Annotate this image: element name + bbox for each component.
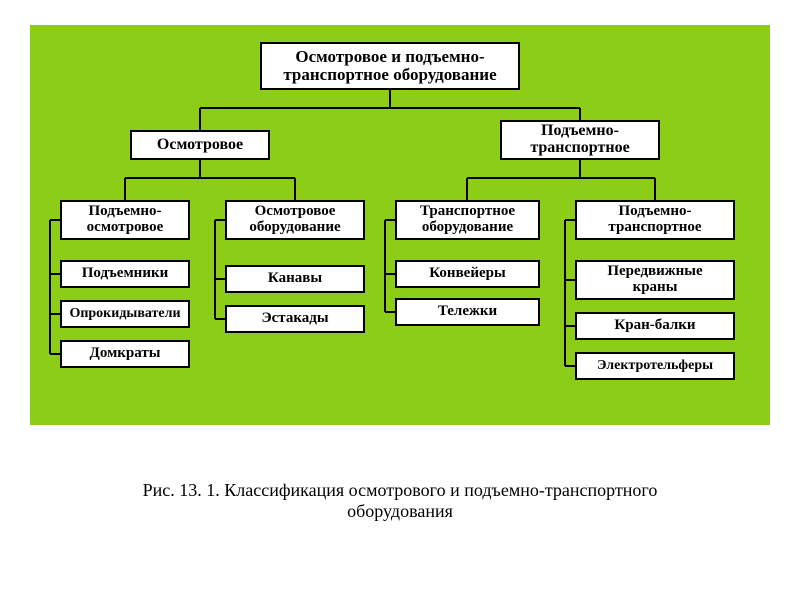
diagram-canvas: Осмотровое и подъемно- транспортное обор… xyxy=(0,0,800,600)
node-label: Электротельферы xyxy=(597,359,713,374)
node-pt2: Подъемно- транспортное xyxy=(575,200,735,240)
node-domkr: Домкраты xyxy=(60,340,190,368)
node-label: Канавы xyxy=(268,271,322,287)
node-label: Осмотровое оборудование xyxy=(249,204,340,236)
node-pod_osm: Подъемно- осмотровое xyxy=(60,200,190,240)
node-label: Эстакады xyxy=(261,311,328,327)
node-kran_b: Кран-балки xyxy=(575,312,735,340)
node-label: Подъемники xyxy=(82,266,169,282)
node-pered_kr: Передвижные краны xyxy=(575,260,735,300)
node-oprok: Опрокидыватели xyxy=(60,300,190,328)
figure-caption: Рис. 13. 1. Классификация осмотрового и … xyxy=(90,480,710,522)
node-osm_ob: Осмотровое оборудование xyxy=(225,200,365,240)
node-label: Осмотровое xyxy=(157,137,243,154)
node-label: Подъемно- транспортное xyxy=(608,204,701,236)
node-root: Осмотровое и подъемно- транспортное обор… xyxy=(260,42,520,90)
node-label: Осмотровое и подъемно- транспортное обор… xyxy=(283,48,496,84)
node-label: Транспортное оборудование xyxy=(420,204,515,236)
node-konv: Конвейеры xyxy=(395,260,540,288)
node-label: Тележки xyxy=(438,304,497,320)
node-estak: Эстакады xyxy=(225,305,365,333)
node-telezh: Тележки xyxy=(395,298,540,326)
node-label: Опрокидыватели xyxy=(69,307,180,322)
node-label: Подъемно- осмотровое xyxy=(87,204,164,236)
node-label: Подъемно- транспортное xyxy=(530,123,629,157)
node-trans_ob: Транспортное оборудование xyxy=(395,200,540,240)
node-osm: Осмотровое xyxy=(130,130,270,160)
node-label: Домкраты xyxy=(90,346,161,362)
node-label: Конвейеры xyxy=(429,266,505,282)
node-label: Передвижные краны xyxy=(607,264,702,296)
node-pt: Подъемно- транспортное xyxy=(500,120,660,160)
node-elektro: Электротельферы xyxy=(575,352,735,380)
node-label: Кран-балки xyxy=(614,318,695,334)
node-podem: Подъемники xyxy=(60,260,190,288)
node-kanavy: Канавы xyxy=(225,265,365,293)
